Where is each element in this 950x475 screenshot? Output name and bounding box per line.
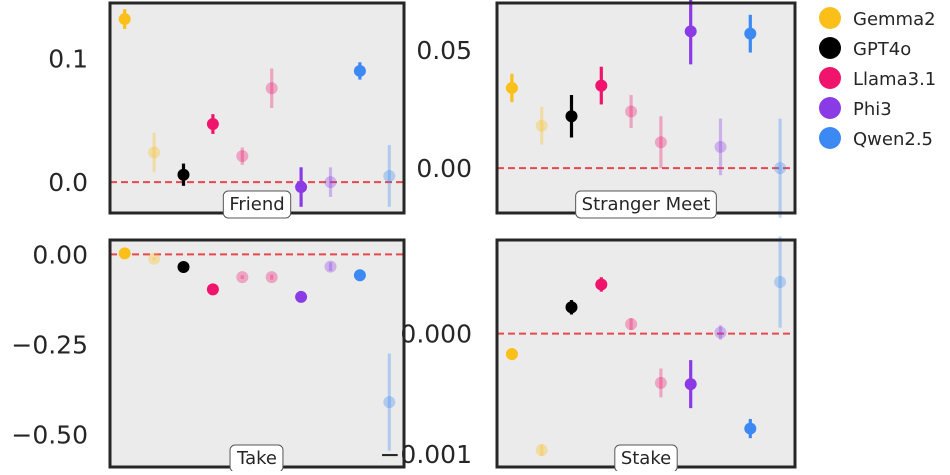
plot-area <box>110 3 404 213</box>
data-point <box>177 261 190 274</box>
legend-marker <box>819 37 841 59</box>
data-point <box>505 348 518 361</box>
legend-label: GPT4o <box>853 39 911 60</box>
data-point <box>206 283 219 296</box>
panel-title-box <box>575 190 717 219</box>
data-point <box>565 110 578 123</box>
data-point <box>505 81 518 94</box>
y-tick-label: 0.1 <box>48 45 88 74</box>
panel-stranger-meet: 0.00 0.05 Stranger Meet <box>416 0 797 219</box>
data-point <box>383 169 396 182</box>
data-point <box>595 79 608 92</box>
data-point <box>295 181 308 194</box>
legend-label: Llama3.1 <box>853 69 936 90</box>
data-point <box>295 290 308 303</box>
panel-title-box <box>222 190 292 219</box>
data-point <box>774 162 787 175</box>
data-point <box>353 269 366 282</box>
legend-marker <box>819 67 841 89</box>
y-tick-label: −0.50 <box>11 421 88 450</box>
data-point <box>236 271 249 284</box>
legend-label: Qwen2.5 <box>853 129 933 150</box>
panel-title: Take <box>236 448 277 469</box>
data-point <box>265 271 278 284</box>
data-point <box>565 301 578 314</box>
data-point <box>383 396 396 409</box>
y-tick-label: 0.00 <box>416 154 472 183</box>
data-point <box>684 25 697 38</box>
data-point <box>744 27 757 40</box>
data-point <box>265 82 278 95</box>
data-point <box>353 64 366 77</box>
legend-marker <box>819 97 841 119</box>
data-point <box>206 118 219 131</box>
data-point <box>324 260 337 273</box>
legend-marker <box>819 7 841 29</box>
data-point <box>535 444 548 457</box>
data-point <box>535 119 548 132</box>
panel-friend: 0.0 0.1 Friend <box>48 1 406 219</box>
data-point <box>714 326 727 339</box>
y-tick-label: −0.25 <box>11 330 88 359</box>
data-point <box>148 146 161 159</box>
data-point <box>654 136 667 149</box>
data-point <box>236 150 249 163</box>
data-point <box>654 376 667 389</box>
data-point <box>744 422 757 435</box>
data-point <box>595 278 608 291</box>
data-point <box>625 105 638 118</box>
data-point <box>118 13 131 26</box>
y-tick-label: 0.0 <box>48 168 88 197</box>
data-point <box>118 247 131 260</box>
legend: Gemma2 GPT4o Llama3.1 Phi3 Qwen2.5 <box>819 7 936 150</box>
plot-area <box>497 3 795 213</box>
legend-label: Gemma2 <box>853 9 936 30</box>
panel-stake: 0.000 −0.001 Stake <box>379 236 797 473</box>
y-tick-label: −0.001 <box>379 440 472 469</box>
legend-label: Phi3 <box>853 99 892 120</box>
panel-title: Stake <box>621 448 671 469</box>
data-point <box>177 168 190 181</box>
panel-title: Stranger Meet <box>582 194 711 215</box>
y-tick-label: 0.000 <box>400 320 472 349</box>
data-point <box>714 140 727 153</box>
data-point <box>324 176 337 189</box>
legend-marker <box>819 127 841 149</box>
y-tick-label: 0.00 <box>32 240 88 269</box>
y-tick-label: 0.05 <box>416 36 472 65</box>
data-point <box>625 318 638 331</box>
panel-take: 0.00 −0.25 −0.50 Take <box>11 238 406 473</box>
data-point <box>774 276 787 289</box>
data-point <box>148 252 161 265</box>
panel-title: Friend <box>229 194 284 215</box>
data-point <box>684 378 697 391</box>
